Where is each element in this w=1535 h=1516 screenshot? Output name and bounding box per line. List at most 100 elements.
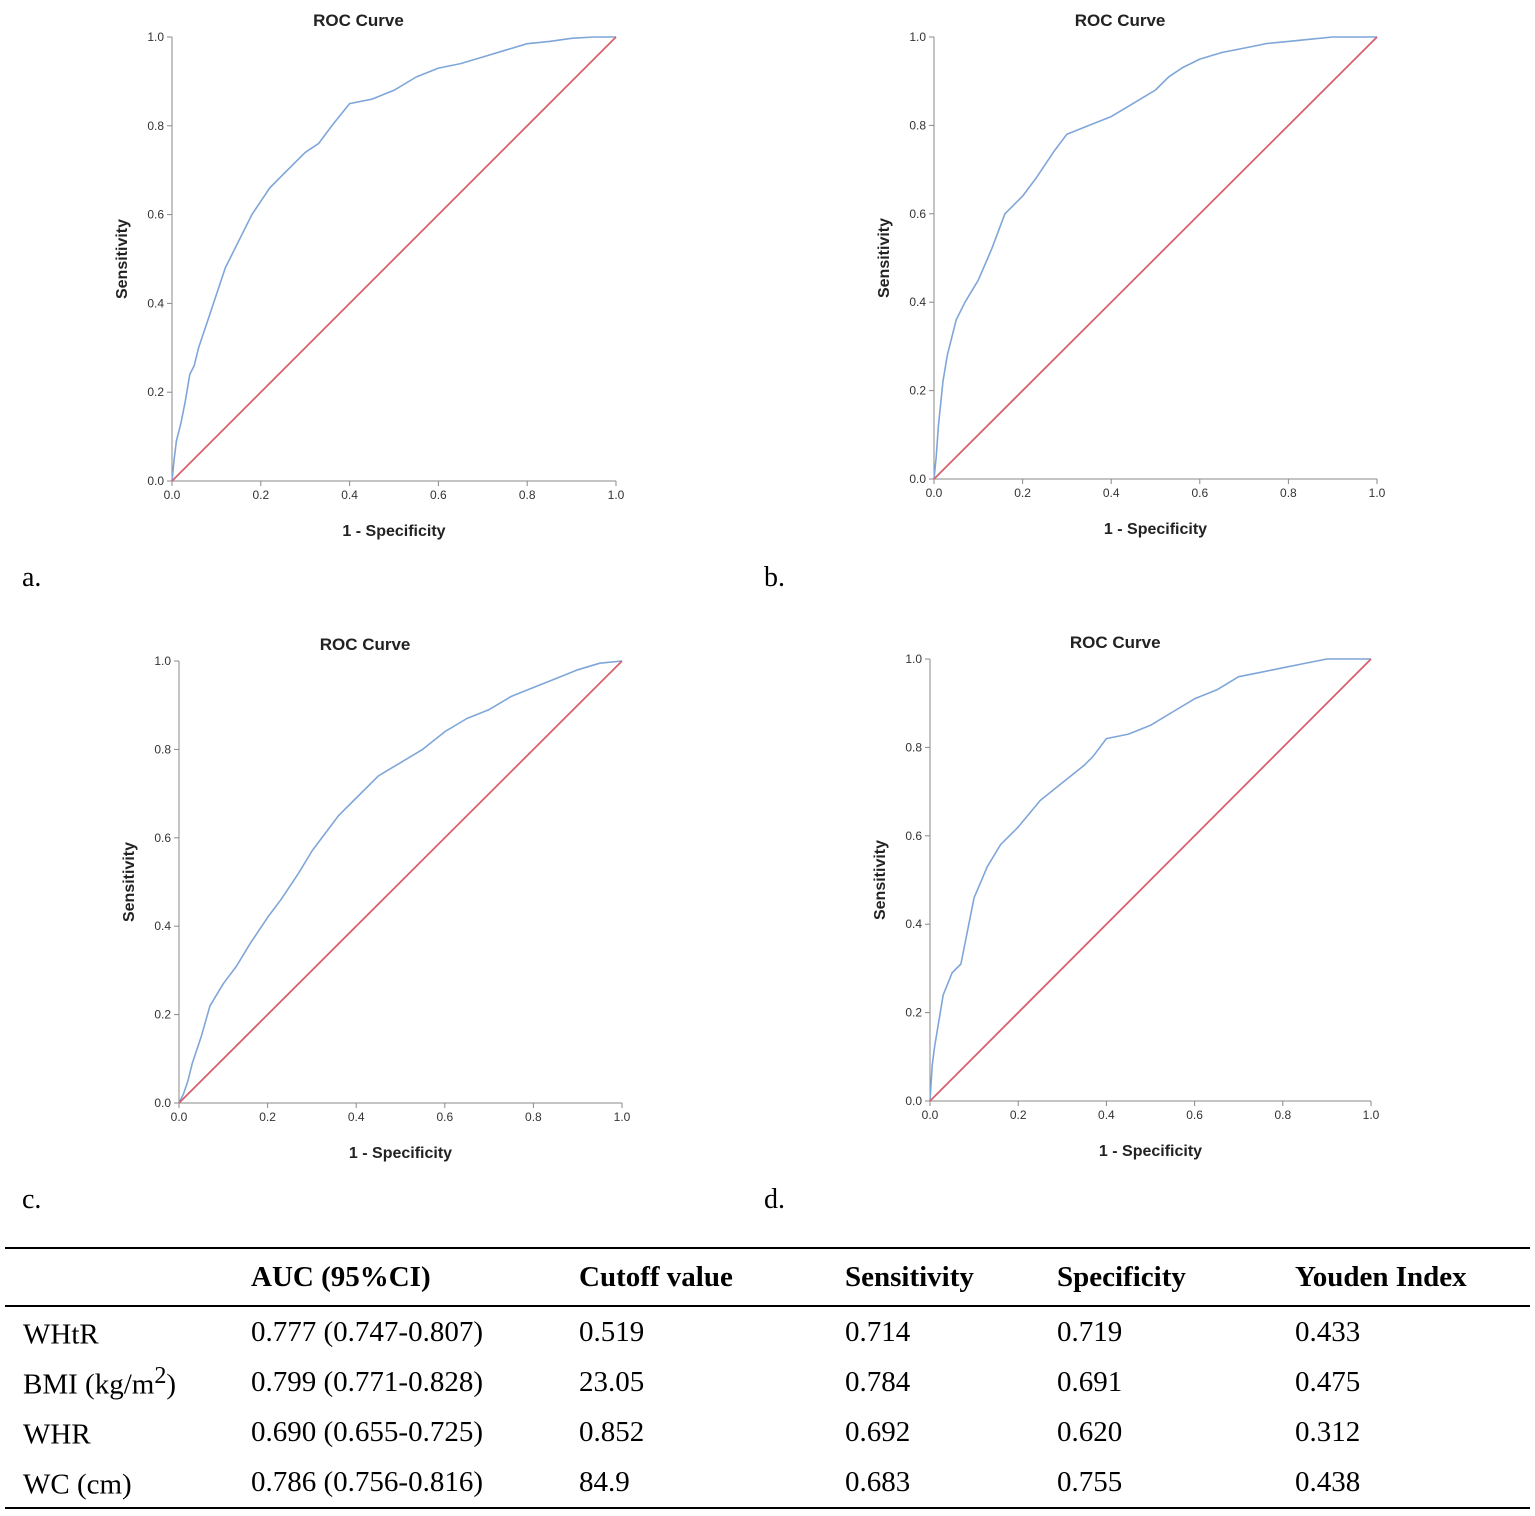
auc-cell: 0.786 (0.756-0.816) xyxy=(251,1457,579,1509)
x-tick-label: 0.0 xyxy=(171,1110,188,1124)
x-tick-label: 0.6 xyxy=(436,1110,453,1124)
roc-panel-a: ROC Curve 0.0 0.0 0.2 0.2 0.4 0.4 0.6 0.6 0.8 0.8 1… xyxy=(0,0,760,600)
x-tick-label: 0.8 xyxy=(525,1110,542,1124)
y-tick-label: 0.2 xyxy=(905,1006,922,1020)
y-tick-label: 0.4 xyxy=(905,917,922,931)
y-tick-label: 1.0 xyxy=(147,30,164,44)
y-tick-label: 1.0 xyxy=(909,30,926,44)
x-tick-label: 0.8 xyxy=(1280,486,1297,500)
sensitivity-cell: 0.714 xyxy=(845,1315,911,1348)
row-label: WHtR xyxy=(23,1318,99,1351)
x-tick-label: 0.4 xyxy=(341,488,358,502)
x-axis-label: 1 - Specificity xyxy=(1099,1143,1202,1160)
roc-curve-line xyxy=(929,658,1371,1102)
y-tick-label: 0.8 xyxy=(909,118,926,132)
y-tick-label: 0.0 xyxy=(909,472,926,486)
roc-curve-line xyxy=(178,660,623,1104)
chart-title: ROC Curve xyxy=(313,11,404,30)
cutoff-cell: 0.519 xyxy=(579,1315,645,1348)
header-cell xyxy=(5,1247,251,1307)
y-tick-label: 0.4 xyxy=(154,919,171,933)
auc-cell: 0.799 (0.771-0.828) xyxy=(251,1365,483,1398)
sensitivity-cell: 0.683 xyxy=(845,1457,1057,1509)
panel-label-d: d. xyxy=(764,1184,785,1215)
x-tick-label: 0.6 xyxy=(430,488,447,502)
cutoff-cell: 23.05 xyxy=(579,1365,645,1398)
header-cell: Sensitivity xyxy=(845,1247,1057,1307)
y-tick-label: 0.0 xyxy=(905,1094,922,1108)
reference-line xyxy=(171,36,617,482)
y-axis-label: Sensitivity xyxy=(114,219,131,299)
table-row: WHR 0.690 (0.655-0.725) 0.852 0.692 0.62… xyxy=(5,1407,1530,1457)
x-axis-label: 1 - Specificity xyxy=(349,1145,452,1162)
youden-cell: 0.438 xyxy=(1295,1457,1530,1509)
panel-label-a: a. xyxy=(22,562,42,593)
sensitivity-cell: 0.784 xyxy=(845,1365,911,1398)
x-tick-label: 0.2 xyxy=(1010,1108,1027,1122)
x-tick-label: 1.0 xyxy=(614,1110,631,1124)
roc-stats-table: AUC (95%CI) Cutoff value Sensitivity Spe… xyxy=(5,1247,1530,1509)
x-tick-label: 1.0 xyxy=(1363,1108,1380,1122)
x-tick-label: 0.6 xyxy=(1191,486,1208,500)
header-cell: Youden Index xyxy=(1295,1247,1530,1307)
x-tick-label: 0.4 xyxy=(1103,486,1120,500)
y-tick-label: 1.0 xyxy=(154,654,171,668)
x-tick-label: 1.0 xyxy=(1369,486,1386,500)
y-tick-label: 0.2 xyxy=(154,1008,171,1022)
table-row: BMI (kg/m2) 0.799 (0.771-0.828) 23.05 0.… xyxy=(5,1357,1530,1407)
y-tick-label: 0.2 xyxy=(909,384,926,398)
y-tick-label: 0.6 xyxy=(147,208,164,222)
table-row: WHtR 0.777 (0.747-0.807) 0.519 0.714 0.7… xyxy=(5,1306,1530,1357)
row-label: WC (cm) xyxy=(5,1457,251,1509)
reference-line xyxy=(929,658,1372,1102)
y-axis-label: Sensitivity xyxy=(121,842,138,922)
specificity-cell: 0.620 xyxy=(1057,1415,1123,1448)
y-tick-label: 0.4 xyxy=(909,295,926,309)
panel-label-b: b. xyxy=(764,562,785,593)
x-axis-label: 1 - Specificity xyxy=(342,523,445,540)
roc-chart-a: ROC Curve 0.00.0 0.2 0.2 0.4 0.4 0.6 0.6 0.8 0.8 1… xyxy=(114,11,625,540)
auc-cell: 0.777 (0.747-0.807) xyxy=(251,1315,483,1348)
x-tick-label: 0.8 xyxy=(1274,1108,1291,1122)
chart-title: ROC Curve xyxy=(1075,11,1166,30)
roc-chart-c: ROC Curve 0.00.0 0.2 0.2 0.4 0.4 0.6 0.6 0.8 0.8 1… xyxy=(121,635,631,1162)
specificity-cell: 0.691 xyxy=(1057,1365,1123,1398)
specificity-cell: 0.719 xyxy=(1057,1315,1123,1348)
y-tick-label: 0.8 xyxy=(905,740,922,754)
x-tick-label: 0.0 xyxy=(922,1108,939,1122)
specificity-cell: 0.755 xyxy=(1057,1457,1295,1509)
x-tick-label: 0.0 xyxy=(926,486,943,500)
youden-cell: 0.312 xyxy=(1295,1415,1361,1448)
y-tick-label: 0.4 xyxy=(147,296,164,310)
panel-label-c: c. xyxy=(22,1184,42,1215)
x-tick-label: 0.2 xyxy=(252,488,269,502)
auc-cell: 0.690 (0.655-0.725) xyxy=(251,1415,483,1448)
table-row: WC (cm) 0.786 (0.756-0.816) 84.9 0.683 0… xyxy=(5,1457,1530,1509)
header-cell: Specificity xyxy=(1057,1247,1295,1307)
y-tick-label: 1.0 xyxy=(905,652,922,666)
roc-chart-d: ROC Curve 0.00.0 0.2 0.2 0.4 0.4 0.6 0.6 0.8 0.8 1… xyxy=(872,633,1380,1160)
x-tick-label: 0.4 xyxy=(348,1110,365,1124)
x-axis-label: 1 - Specificity xyxy=(1104,521,1207,538)
header-cell: Cutoff value xyxy=(579,1247,845,1307)
roc-panel-d: ROC Curve 0.0 0.0 0.2 0.2 0.4 0.4 0.6 0.6 0.8 0.8 1… xyxy=(762,622,1522,1222)
row-label: BMI (kg/m2) xyxy=(23,1362,177,1401)
y-tick-label: 0.8 xyxy=(154,742,171,756)
reference-line xyxy=(178,660,623,1104)
y-tick-label: 0.0 xyxy=(147,474,164,488)
x-tick-label: 1.0 xyxy=(608,488,625,502)
roc-curve-line xyxy=(933,36,1377,480)
y-tick-label: 0.6 xyxy=(909,207,926,221)
roc-chart-b: ROC Curve 0.00.0 0.2 0.2 0.4 0.4 0.6 0.6 0.8 0.8 1… xyxy=(876,11,1386,538)
roc-panel-b: ROC Curve 0.0 0.0 0.2 0.2 0.4 0.4 0.6 0.6 0.8 0.8 1… xyxy=(762,0,1522,600)
y-tick-label: 0.0 xyxy=(154,1096,171,1110)
cutoff-cell: 0.852 xyxy=(579,1415,645,1448)
y-tick-label: 0.6 xyxy=(154,831,171,845)
x-tick-label: 0.2 xyxy=(1014,486,1031,500)
youden-cell: 0.433 xyxy=(1295,1315,1361,1348)
chart-title: ROC Curve xyxy=(320,635,411,654)
table-header-row: AUC (95%CI) Cutoff value Sensitivity Spe… xyxy=(5,1247,1530,1307)
sensitivity-cell: 0.692 xyxy=(845,1415,911,1448)
y-axis-label: Sensitivity xyxy=(872,840,889,920)
x-tick-label: 0.8 xyxy=(519,488,536,502)
